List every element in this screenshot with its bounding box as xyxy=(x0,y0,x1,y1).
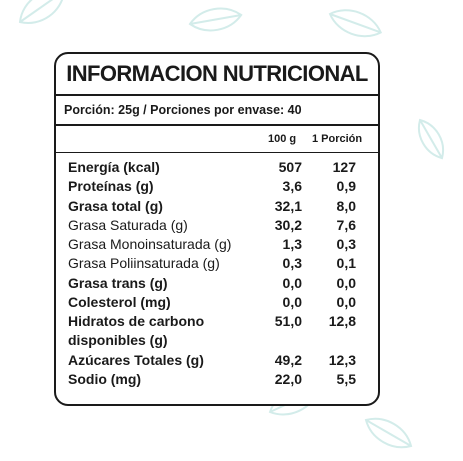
nutrient-name: Grasa total (g) xyxy=(68,197,163,214)
nutrient-row: Grasa Saturada (g) 30,2 7,6 xyxy=(56,216,378,235)
value-per-100g: 51,0 xyxy=(274,313,302,330)
leaf-icon xyxy=(18,0,66,24)
nutrient-name: Grasa Monoinsaturada (g) xyxy=(68,236,232,253)
value-per-100g: 0,3 xyxy=(282,255,302,272)
label-title: INFORMACION NUTRICIONAL xyxy=(56,54,378,96)
leaf-icon xyxy=(364,417,413,449)
nutrient-row: Proteínas (g) 3,6 0,9 xyxy=(56,177,378,196)
leaf-icon xyxy=(418,118,444,160)
value-per-portion: 0,0 xyxy=(336,274,356,291)
value-per-portion: 0,0 xyxy=(336,294,356,311)
nutrient-row: Grasa total (g) 32,1 8,0 xyxy=(56,197,378,216)
leaf-icon xyxy=(188,7,243,32)
value-per-portion: 7,6 xyxy=(336,216,356,233)
value-per-100g: 22,0 xyxy=(274,371,302,388)
value-per-portion: 8,0 xyxy=(336,197,356,214)
nutrient-row: Hidratos de carbono disponibles (g) 51,0 1… xyxy=(56,312,378,351)
nutrient-name: Sodio (mg) xyxy=(68,371,142,388)
nutrient-name: Grasa Poliinsaturada (g) xyxy=(68,255,220,272)
value-per-100g: 32,1 xyxy=(274,197,302,214)
nutrient-row: Grasa Monoinsaturada (g) 1,3 0,3 xyxy=(56,235,378,254)
value-per-100g: 1,3 xyxy=(282,236,302,253)
column-headers: 100 g 1 Porción xyxy=(56,126,378,153)
leaf-icon xyxy=(328,9,383,38)
nutrient-row: Grasa Poliinsaturada (g) 0,3 0,1 xyxy=(56,254,378,273)
nutrient-row: Sodio (mg) 22,0 5,5 xyxy=(56,370,378,389)
value-per-100g: 30,2 xyxy=(274,216,302,233)
nutrient-rows: Energía (kcal) 507 127 Proteínas (g) 3,6 0,9 G… xyxy=(56,158,378,390)
nutrient-name: Colesterol (mg) xyxy=(68,294,171,311)
nutrient-name: Azúcares Totales (g) xyxy=(68,351,204,368)
value-per-100g: 3,6 xyxy=(282,178,302,195)
value-per-portion: 127 xyxy=(332,159,356,175)
column-header-portion: 1 Porción xyxy=(312,133,363,145)
nutrient-name: Hidratos de carbono disponibles (g) xyxy=(68,313,205,349)
value-per-portion: 12,8 xyxy=(328,313,356,330)
value-per-portion: 0,1 xyxy=(336,255,356,272)
value-per-100g: 0,0 xyxy=(282,294,302,311)
value-per-portion: 5,5 xyxy=(336,371,356,388)
nutrient-name: Grasa Saturada (g) xyxy=(68,216,188,233)
nutrition-label: INFORMACION NUTRICIONAL Porción: 25g / P… xyxy=(54,52,380,406)
nutrient-row: Colesterol (mg) 0,0 0,0 xyxy=(56,293,378,312)
nutrient-name: Energía (kcal) xyxy=(68,159,160,175)
nutrient-row: Grasa trans (g) 0,0 0,0 xyxy=(56,274,378,293)
value-per-100g: 0,0 xyxy=(282,274,302,291)
nutrient-name: Proteínas (g) xyxy=(68,178,154,195)
nutrient-row: Energía (kcal) 507 127 xyxy=(56,158,378,177)
portion-info: Porción: 25g / Porciones por envase: 40 xyxy=(56,96,378,126)
value-per-portion: 12,3 xyxy=(328,351,356,368)
value-per-100g: 507 xyxy=(278,159,302,175)
value-per-100g: 49,2 xyxy=(274,351,302,368)
value-per-portion: 0,3 xyxy=(336,236,356,253)
nutrient-name: Grasa trans (g) xyxy=(68,274,168,291)
nutrient-row: Azúcares Totales (g) 49,2 12,3 xyxy=(56,351,378,370)
column-header-100g: 100 g xyxy=(268,133,297,145)
value-per-portion: 0,9 xyxy=(336,178,356,195)
